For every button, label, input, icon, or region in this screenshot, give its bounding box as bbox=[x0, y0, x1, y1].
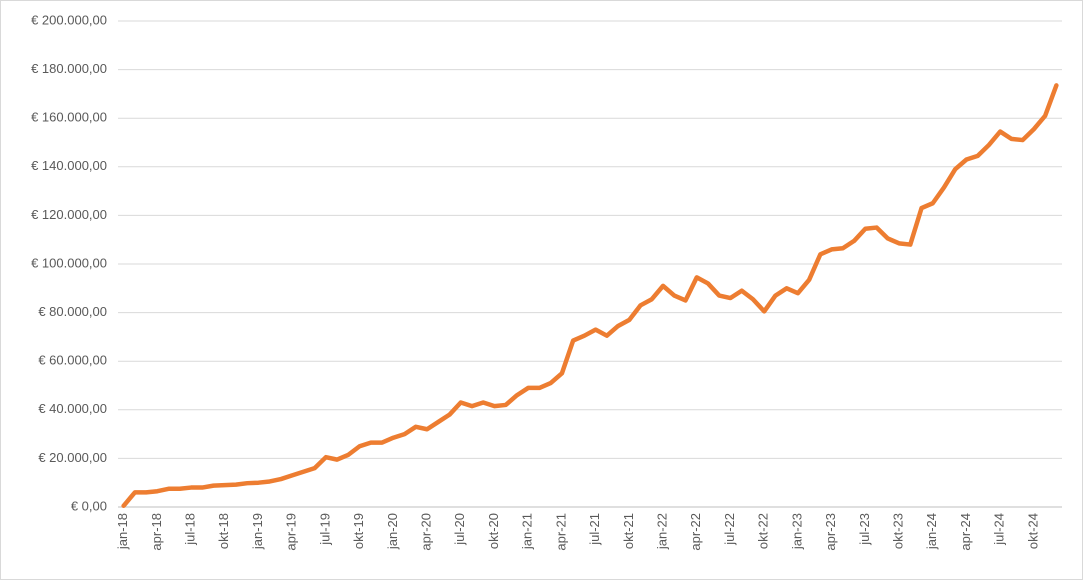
x-tick-label: apr-21 bbox=[553, 513, 568, 551]
x-tick-label: apr-18 bbox=[149, 513, 164, 551]
x-tick-label: jan-22 bbox=[654, 513, 669, 550]
line-series bbox=[121, 83, 1059, 509]
x-tick-label: okt-22 bbox=[756, 513, 771, 549]
x-tick-label: apr-24 bbox=[958, 513, 973, 551]
y-tick-label: € 20.000,00 bbox=[38, 450, 107, 465]
y-tick-label: € 200.000,00 bbox=[31, 12, 107, 27]
y-tick-label: € 40.000,00 bbox=[38, 401, 107, 416]
x-tick-label: jul-20 bbox=[452, 513, 467, 546]
x-tick-label: okt-24 bbox=[1025, 513, 1040, 549]
y-tick-label: € 100.000,00 bbox=[31, 255, 107, 270]
x-tick-label: jan-24 bbox=[924, 513, 939, 550]
x-tick-label: jan-19 bbox=[250, 513, 265, 550]
x-tick-label: jul-21 bbox=[587, 513, 602, 546]
x-tick-label: okt-18 bbox=[216, 513, 231, 549]
y-tick-label: € 140.000,00 bbox=[31, 158, 107, 173]
x-tick-label: jul-18 bbox=[182, 513, 197, 546]
x-tick-label: apr-19 bbox=[284, 513, 299, 551]
x-tick-label: okt-19 bbox=[351, 513, 366, 549]
x-tick-label: jan-23 bbox=[789, 513, 804, 550]
x-tick-label: okt-23 bbox=[890, 513, 905, 549]
x-tick-label: jul-24 bbox=[992, 513, 1007, 546]
x-tick-label: jul-23 bbox=[857, 513, 872, 546]
x-tick-label: jul-19 bbox=[317, 513, 332, 546]
y-tick-label: € 120.000,00 bbox=[31, 207, 107, 222]
x-tick-label: okt-20 bbox=[486, 513, 501, 549]
x-tick-label: apr-23 bbox=[823, 513, 838, 551]
x-tick-label: apr-22 bbox=[688, 513, 703, 551]
x-tick-label: jan-18 bbox=[115, 513, 130, 550]
y-tick-label: € 60.000,00 bbox=[38, 353, 107, 368]
x-tick-label: jul-22 bbox=[722, 513, 737, 546]
y-tick-label: € 0,00 bbox=[71, 498, 107, 513]
x-tick-label: jan-21 bbox=[520, 513, 535, 550]
x-tick-label: okt-21 bbox=[621, 513, 636, 549]
y-tick-label: € 80.000,00 bbox=[38, 304, 107, 319]
y-tick-label: € 180.000,00 bbox=[31, 61, 107, 76]
y-tick-label: € 160.000,00 bbox=[31, 110, 107, 125]
x-tick-label: jan-20 bbox=[385, 513, 400, 550]
x-tick-label: apr-20 bbox=[418, 513, 433, 551]
